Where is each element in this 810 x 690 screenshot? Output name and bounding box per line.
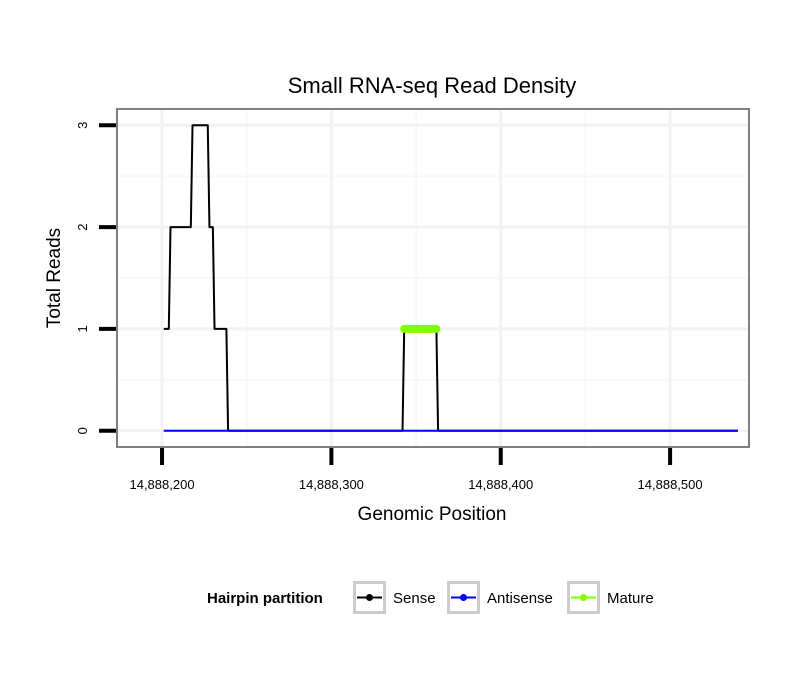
legend-item-antisense: Antisense [447, 581, 553, 614]
series-layer [163, 124, 738, 432]
grid [118, 110, 748, 446]
y-axis-title: Total Reads [44, 228, 65, 328]
x-axis: 14,888,200 14,888,300 14,888,400 14,888,500 [129, 448, 703, 492]
y-axis: 0 1 2 3 [75, 122, 116, 434]
y-tick-label: 2 [75, 223, 90, 230]
x-tick-label: 14,888,200 [129, 477, 194, 492]
chart-title: Small RNA-seq Read Density [288, 73, 577, 98]
legend-label: Antisense [487, 590, 553, 607]
legend-label: Mature [607, 590, 654, 607]
legend-key-point [366, 594, 373, 601]
legend-label: Sense [393, 590, 436, 607]
legend: Hairpin partition Sense Antisense Mature [207, 581, 654, 614]
x-tick-label: 14,888,400 [468, 477, 533, 492]
legend-item-mature: Mature [567, 581, 654, 614]
y-tick-label: 0 [75, 427, 90, 434]
y-tick-label: 3 [75, 122, 90, 129]
legend-key [567, 581, 600, 614]
y-tick-label: 1 [75, 325, 90, 332]
legend-title: Hairpin partition [207, 590, 323, 607]
legend-key-point [580, 594, 587, 601]
x-axis-title: Genomic Position [358, 504, 507, 525]
legend-key-point [460, 594, 467, 601]
legend-item-sense: Sense [353, 581, 436, 614]
x-tick-label: 14,888,500 [638, 477, 703, 492]
x-tick-label: 14,888,300 [299, 477, 364, 492]
